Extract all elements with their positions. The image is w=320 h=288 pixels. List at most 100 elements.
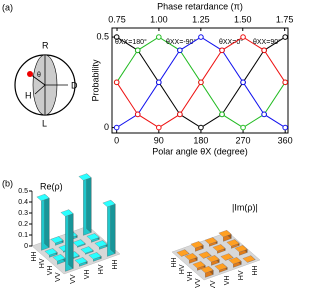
bar bbox=[102, 199, 116, 257]
bar bbox=[220, 253, 234, 261]
bar bbox=[72, 239, 86, 248]
bar bbox=[50, 236, 64, 246]
bar bbox=[206, 255, 220, 266]
point bbox=[261, 111, 267, 118]
bar-top bbox=[78, 173, 92, 181]
bar bbox=[212, 244, 226, 254]
x2-tick-label: 1.25 bbox=[192, 14, 210, 24]
x2-tick-label: 0.75 bbox=[108, 14, 126, 24]
row-label: HH bbox=[31, 252, 38, 262]
bar-top bbox=[80, 246, 94, 254]
bar-top bbox=[228, 257, 242, 265]
bar bbox=[88, 252, 102, 262]
bar bbox=[44, 248, 58, 258]
point bbox=[134, 111, 141, 118]
col-label: VV bbox=[210, 280, 217, 288]
bar bbox=[242, 255, 256, 263]
bar bbox=[190, 241, 204, 252]
point bbox=[134, 47, 141, 54]
bar bbox=[60, 209, 74, 272]
figure: (a) (b) R L H D θ 0 90 180 270 360 0.75 1.00 1.… bbox=[2, 1, 293, 288]
bar-top bbox=[86, 233, 100, 241]
point bbox=[198, 124, 204, 131]
bar-top bbox=[52, 254, 66, 262]
x-tick-label: 360 bbox=[278, 135, 293, 145]
y-axis-label: Probability bbox=[90, 59, 100, 102]
bar-top bbox=[190, 241, 204, 249]
bar bbox=[198, 251, 212, 259]
chart-title: Re(ρ) bbox=[40, 181, 63, 191]
bar bbox=[204, 237, 218, 247]
bar bbox=[74, 257, 88, 267]
series-label: θXX=-90° bbox=[166, 38, 196, 46]
bar-top bbox=[204, 237, 218, 245]
bar-side bbox=[110, 199, 116, 254]
series-label: θXX=0° bbox=[219, 38, 243, 46]
y-tick-label: 0.5 bbox=[96, 31, 109, 41]
y-tick-label: 0 bbox=[104, 122, 109, 132]
point bbox=[282, 34, 288, 40]
state-dot bbox=[27, 71, 33, 77]
bar-top bbox=[206, 255, 220, 263]
bar bbox=[200, 265, 214, 278]
row-label: VV bbox=[55, 272, 62, 282]
bar bbox=[52, 254, 66, 265]
bar bbox=[86, 233, 100, 243]
col-label: VV bbox=[70, 274, 77, 284]
bar bbox=[192, 261, 206, 271]
point bbox=[156, 79, 162, 86]
state-vector bbox=[29, 73, 46, 86]
bar-top bbox=[176, 249, 190, 257]
plot-frame bbox=[111, 27, 289, 134]
bar-top bbox=[198, 251, 212, 259]
bar bbox=[80, 246, 94, 255]
point bbox=[177, 111, 183, 118]
col-label: VH bbox=[84, 270, 91, 280]
chart-title: |Im(ρ)| bbox=[232, 202, 258, 212]
label: D bbox=[71, 80, 78, 90]
bar-side bbox=[68, 209, 74, 269]
bar-top bbox=[242, 255, 256, 263]
x-tick-label: 90 bbox=[154, 135, 164, 145]
row-label: HV bbox=[179, 264, 186, 274]
bar bbox=[184, 253, 198, 264]
z-tick-label: 0.4 bbox=[18, 199, 28, 206]
bar-top bbox=[184, 253, 198, 261]
col-label: HV bbox=[98, 264, 105, 274]
bar-top bbox=[74, 257, 88, 265]
col-label: HH bbox=[112, 260, 119, 270]
bar-top bbox=[192, 261, 206, 269]
bloch-sphere: R L H D θ bbox=[14, 40, 78, 128]
bar-top bbox=[214, 263, 228, 271]
panel-label: (a) bbox=[2, 2, 13, 12]
point bbox=[198, 34, 204, 40]
point bbox=[156, 34, 162, 40]
bar bbox=[234, 245, 248, 256]
point bbox=[219, 47, 225, 54]
label: R bbox=[42, 40, 49, 50]
z-tick-label: 0 bbox=[24, 243, 28, 250]
bar-top bbox=[44, 248, 58, 256]
bar-top bbox=[72, 239, 86, 247]
z-tick-label: 0.5 bbox=[18, 188, 28, 195]
point bbox=[113, 79, 120, 86]
bar-top bbox=[200, 266, 214, 274]
bar bbox=[214, 263, 228, 273]
row-label: VH bbox=[47, 266, 54, 276]
row-label: HV bbox=[39, 258, 46, 268]
z-tick-label: 0.3 bbox=[18, 210, 28, 217]
x2-axis-label: Phase retardance (π) bbox=[157, 1, 243, 11]
bar-top bbox=[220, 253, 234, 261]
label: L bbox=[42, 118, 47, 128]
bar bbox=[176, 249, 190, 257]
bar-top bbox=[102, 199, 116, 208]
bar-top bbox=[212, 244, 226, 252]
bar bbox=[218, 229, 232, 242]
bar-top bbox=[36, 193, 50, 202]
label: H bbox=[25, 90, 32, 100]
col-label: HV bbox=[238, 270, 245, 280]
point bbox=[240, 124, 246, 131]
x-tick-label: 180 bbox=[193, 135, 208, 145]
bar-top bbox=[234, 245, 248, 253]
x-axis-label: Polar angle θX (degree) bbox=[152, 146, 248, 156]
